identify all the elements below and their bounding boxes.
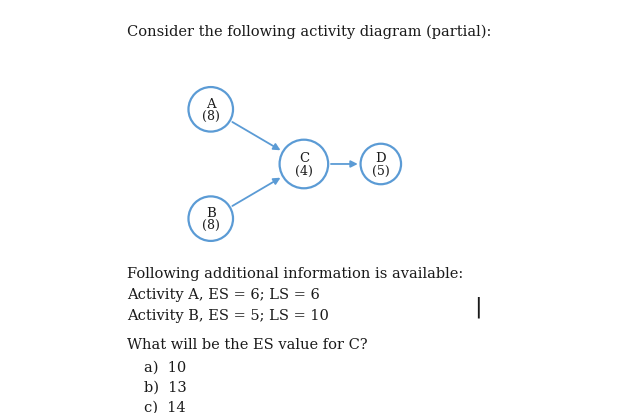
Text: Following additional information is available:: Following additional information is avai…: [127, 267, 463, 281]
Text: (8): (8): [202, 110, 220, 123]
Text: B: B: [206, 207, 215, 220]
Text: D: D: [376, 152, 386, 165]
Text: A: A: [206, 97, 215, 111]
Text: (5): (5): [372, 165, 390, 178]
Text: b)  13: b) 13: [144, 381, 187, 394]
Text: Activity A, ES = 6; LS = 6: Activity A, ES = 6; LS = 6: [127, 288, 320, 302]
Text: |: |: [474, 297, 482, 318]
Text: (4): (4): [295, 165, 313, 178]
Text: Activity B, ES = 5; LS = 10: Activity B, ES = 5; LS = 10: [127, 309, 329, 323]
Text: C: C: [299, 152, 309, 165]
Text: Consider the following activity diagram (partial):: Consider the following activity diagram …: [127, 24, 491, 39]
Text: c)  14: c) 14: [144, 401, 185, 413]
Text: What will be the ES value for C?: What will be the ES value for C?: [127, 338, 367, 352]
Text: (8): (8): [202, 219, 220, 233]
Text: a)  10: a) 10: [144, 361, 186, 374]
